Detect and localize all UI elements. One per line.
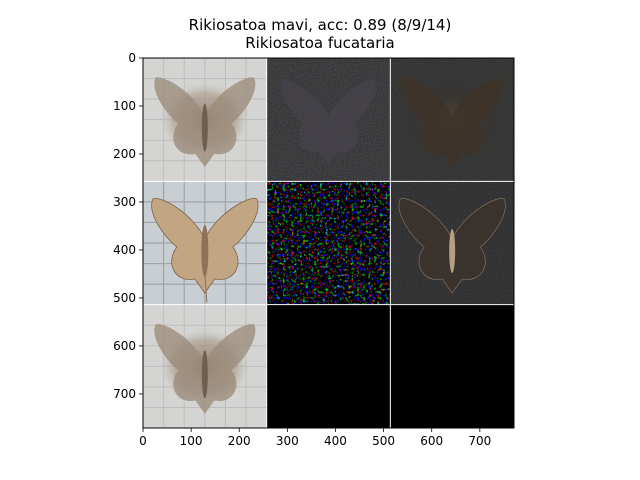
y-tick-label: 100 (113, 99, 136, 113)
panel-r2c3-moth-masked (390, 181, 514, 304)
x-tick-label: 100 (180, 434, 203, 448)
y-tick-label: 400 (113, 243, 136, 257)
x-tick-label: 600 (420, 434, 443, 448)
panel-r1c2-noise-dark (267, 58, 391, 181)
y-tick-label: 200 (113, 147, 136, 161)
y-tick-label: 500 (113, 291, 136, 305)
y-tick-label: 0 (128, 51, 136, 65)
panel-r3c2-black (267, 305, 391, 428)
y-tick-label: 600 (113, 339, 136, 353)
x-tick-label: 0 (139, 434, 147, 448)
x-tick-label: 400 (324, 434, 347, 448)
y-tick-label: 700 (113, 387, 136, 401)
x-tick-label: 700 (468, 434, 491, 448)
panel-r1c1-moth-averaged (143, 58, 267, 181)
x-tick-label: 500 (372, 434, 395, 448)
x-tick-label: 200 (228, 434, 251, 448)
y-axis: 0 100 200 300 400 500 600 700 (113, 51, 143, 401)
panel-r3c3-black (390, 305, 514, 428)
panel-r2c1-moth-specimen (143, 181, 267, 304)
x-axis: 0 100 200 300 400 500 600 700 (139, 428, 491, 448)
y-tick-label: 300 (113, 195, 136, 209)
panel-r3c1-moth-averaged (143, 305, 267, 428)
x-tick-label: 300 (276, 434, 299, 448)
panel-r1c3-moth-dark (390, 58, 514, 181)
panel-r2c2-saliency-speckle (267, 181, 391, 304)
